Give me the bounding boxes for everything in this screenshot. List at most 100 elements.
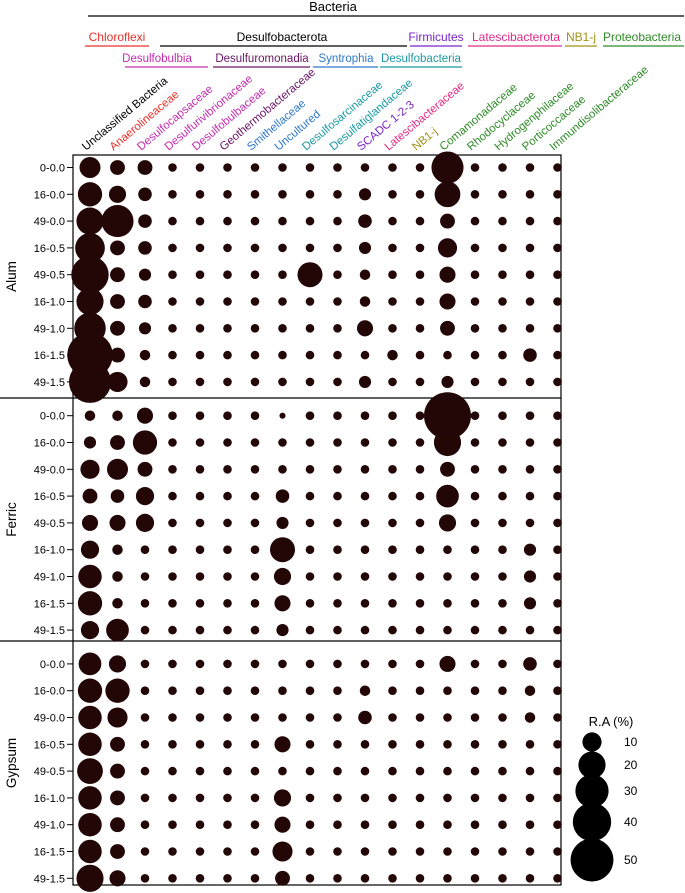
bubble	[195, 377, 205, 387]
bubble	[305, 847, 315, 856]
bubble	[223, 625, 232, 635]
bubble	[168, 545, 177, 554]
bubble	[77, 678, 103, 703]
bubble	[553, 438, 562, 447]
bubble	[415, 163, 425, 172]
bubble	[110, 763, 125, 779]
class-label: Syntrophia	[319, 53, 375, 65]
bubble	[360, 350, 370, 360]
bubble	[112, 598, 123, 609]
bubble	[470, 243, 480, 253]
bubble	[278, 350, 287, 360]
bubble	[139, 376, 151, 388]
bubble	[168, 599, 177, 608]
bubble	[195, 847, 205, 856]
bubble	[223, 545, 232, 554]
bubble	[553, 572, 562, 581]
bubble	[333, 350, 342, 360]
bubble	[356, 320, 374, 337]
bubble	[106, 458, 129, 480]
bubble	[168, 659, 177, 669]
bubble	[553, 350, 562, 360]
bubble	[223, 572, 232, 581]
bubble	[305, 243, 315, 253]
bubble	[80, 459, 100, 479]
bubble	[333, 599, 342, 608]
bubble	[333, 793, 342, 803]
bubble	[440, 320, 455, 336]
sample-label: 49-0.5	[34, 270, 65, 282]
legend-bubble	[575, 774, 609, 808]
bubble	[498, 243, 507, 253]
bubble	[498, 740, 507, 749]
bubble	[415, 545, 425, 554]
bubble	[195, 572, 205, 581]
sample-label: 16-1.5	[34, 847, 65, 859]
bubble	[443, 350, 452, 360]
bubble	[77, 591, 103, 616]
bubble	[80, 621, 100, 640]
bubble	[415, 599, 425, 608]
bubble	[470, 686, 480, 695]
bubble	[333, 163, 342, 172]
bubble	[553, 793, 562, 803]
bubble	[415, 820, 425, 829]
bubble	[359, 269, 371, 280]
bubble	[108, 185, 127, 203]
bubble	[223, 518, 232, 528]
bubble	[168, 686, 177, 695]
bubble	[553, 491, 562, 501]
sample-label: 49-1.0	[34, 572, 65, 584]
bubble	[138, 294, 152, 309]
bubble	[388, 465, 397, 474]
bubble	[498, 713, 507, 722]
bubble	[388, 297, 397, 306]
bubble	[278, 163, 287, 172]
bubble	[470, 163, 480, 172]
bubble	[107, 371, 128, 392]
bubble	[140, 766, 150, 776]
bubble	[333, 740, 342, 749]
bubble	[195, 599, 205, 608]
bubble	[195, 793, 205, 803]
bubble	[223, 243, 232, 253]
bubble	[305, 491, 315, 501]
bubble	[443, 847, 452, 856]
bubble	[388, 572, 397, 581]
bubble	[250, 545, 260, 554]
bubble	[223, 324, 232, 333]
bubble	[109, 870, 126, 887]
bubble	[250, 243, 260, 253]
bubble	[84, 410, 96, 421]
bubble	[108, 655, 127, 673]
bubble	[333, 216, 342, 226]
bubble	[140, 625, 150, 635]
phylum-label: Chloroflexi	[89, 30, 146, 44]
bubble	[168, 297, 177, 306]
bubble	[433, 428, 462, 457]
bubble	[168, 350, 177, 360]
bubble	[71, 256, 109, 294]
bubble	[168, 820, 177, 829]
bubble	[553, 297, 562, 306]
bubble	[110, 817, 125, 833]
bubble	[333, 874, 342, 883]
bubble	[553, 377, 562, 387]
bubble	[138, 268, 152, 281]
bubble	[553, 766, 562, 776]
bubble	[250, 572, 260, 581]
bubble	[140, 874, 150, 883]
bubble	[305, 766, 315, 776]
bubble	[135, 513, 155, 533]
bubble	[223, 713, 232, 722]
bubble	[138, 214, 152, 228]
bubble	[223, 297, 232, 306]
bubble	[360, 518, 370, 528]
bubble	[278, 216, 287, 226]
sample-label: 16-0.0	[34, 438, 65, 450]
bubble	[525, 518, 535, 528]
bubble	[77, 182, 103, 207]
bubble	[110, 736, 125, 752]
bubble	[223, 820, 232, 829]
bubble	[83, 436, 97, 449]
